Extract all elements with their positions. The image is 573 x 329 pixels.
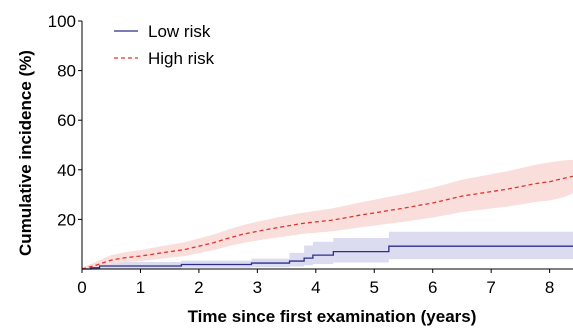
x-tick-label: 1 bbox=[136, 278, 145, 297]
series-line-high-risk bbox=[81, 175, 573, 270]
ticks: 0 1 2 3 4 5 6 7 8 20 40 60 80 100 bbox=[48, 12, 555, 297]
y-tick-label: 80 bbox=[57, 62, 76, 81]
y-tick-label: 100 bbox=[48, 12, 76, 31]
y-tick-label: 20 bbox=[57, 210, 76, 229]
x-tick-label: 7 bbox=[486, 278, 495, 297]
x-tick-label: 8 bbox=[545, 278, 554, 297]
ci-band-low-risk bbox=[82, 231, 573, 269]
y-tick-label: 40 bbox=[57, 161, 76, 180]
x-tick-label: 5 bbox=[370, 278, 379, 297]
series-lines bbox=[81, 175, 573, 270]
x-tick-label: 0 bbox=[77, 278, 86, 297]
y-axis-title: Cumulative incidence (%) bbox=[16, 50, 35, 256]
legend-label-low-risk: Low risk bbox=[148, 22, 211, 41]
x-tick-label: 3 bbox=[253, 278, 262, 297]
x-tick-label: 4 bbox=[311, 278, 320, 297]
x-tick-label: 2 bbox=[194, 278, 203, 297]
confidence-bands bbox=[82, 159, 573, 269]
x-tick-label: 6 bbox=[428, 278, 437, 297]
legend: Low risk High risk bbox=[114, 22, 215, 68]
ci-band-high-risk bbox=[82, 159, 573, 269]
legend-label-high-risk: High risk bbox=[148, 49, 215, 68]
y-tick-label: 60 bbox=[57, 111, 76, 130]
series-line-low-risk bbox=[82, 245, 573, 270]
x-axis-title: Time since first examination (years) bbox=[188, 307, 477, 326]
